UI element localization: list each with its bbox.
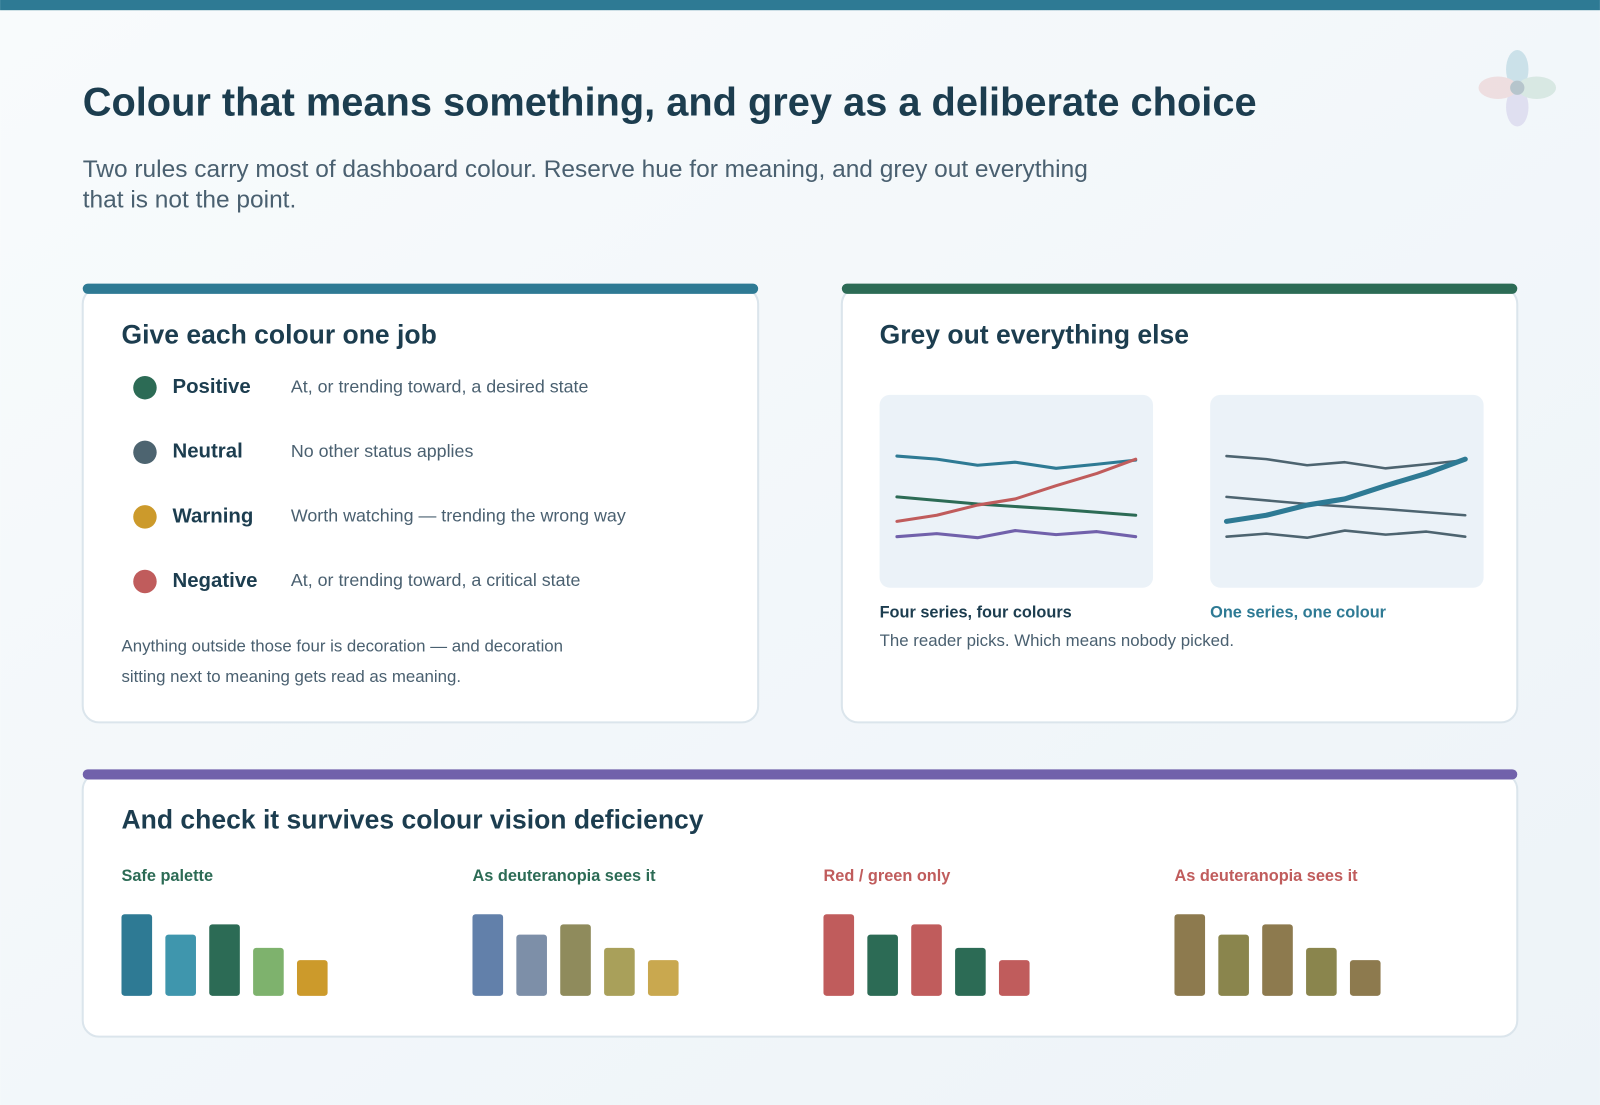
swatch-bar <box>560 924 591 996</box>
page-title: Colour that means something, and grey as… <box>83 81 1257 125</box>
swatch-bar <box>955 947 986 996</box>
palette-label: As deuteranopia sees it <box>1174 867 1358 885</box>
status-dot <box>133 569 157 594</box>
status-label: Warning <box>173 505 254 527</box>
card-accent <box>82 769 1518 780</box>
swatch-bar <box>516 934 547 996</box>
status-label: Positive <box>173 376 251 398</box>
swatch-bar <box>1349 960 1381 996</box>
swatch-bar <box>1262 924 1293 996</box>
palette-label: Red / green only <box>823 867 950 885</box>
status-description: At, or trending toward, a desired state <box>291 376 589 396</box>
swatch-bar <box>296 960 328 996</box>
status-description: No other status applies <box>291 441 474 461</box>
swatch-bar <box>1174 914 1206 996</box>
logo <box>1478 49 1557 127</box>
card-note: The reader picks. Which means nobody pic… <box>880 631 1235 650</box>
card-accent <box>841 283 1518 294</box>
palette-label: Safe palette <box>121 867 213 885</box>
status-dot <box>133 505 157 529</box>
swatch-bar <box>647 960 679 996</box>
status-description: Worth watching — trending the wrong way <box>291 506 626 526</box>
swatch-bar <box>1218 934 1249 996</box>
status-label: Negative <box>173 570 258 592</box>
mini-chart-panel <box>879 394 1154 588</box>
subtitle-line: that is not the point. <box>83 186 297 213</box>
swatch-bar <box>165 934 196 996</box>
swatch-bar <box>209 924 240 996</box>
palette-label: As deuteranopia sees it <box>472 867 656 885</box>
card-accent <box>82 283 759 294</box>
card-note: sitting next to meaning gets read as mea… <box>121 667 461 686</box>
card-note: Anything outside those four is decoratio… <box>121 636 563 655</box>
card-title: Give each colour one job <box>121 320 436 350</box>
mini-chart-caption: One series, one colour <box>1210 604 1387 622</box>
status-dot <box>133 375 157 400</box>
status-dot <box>133 440 157 465</box>
mini-chart-caption: Four series, four colours <box>880 604 1072 622</box>
swatch-bar <box>604 947 635 996</box>
swatch-bar <box>253 947 284 996</box>
mini-chart-lines <box>895 454 1468 540</box>
swatch-bar <box>911 924 942 996</box>
swatch-bar <box>1306 947 1337 996</box>
swatch-bar <box>998 960 1030 996</box>
card-title: And check it survives colour vision defi… <box>121 804 703 834</box>
subtitle-line: Two rules carry most of dashboard colour… <box>83 156 1088 183</box>
swatch-bar <box>472 914 504 996</box>
top-bar <box>0 0 1600 11</box>
swatch-bar <box>823 914 855 996</box>
status-description: At, or trending toward, a critical state <box>291 570 581 590</box>
status-label: Neutral <box>173 441 243 463</box>
swatch-bar <box>867 934 898 996</box>
mini-chart-panel <box>1210 394 1484 588</box>
swatch-bar <box>121 914 153 996</box>
card-title: Grey out everything else <box>880 320 1189 350</box>
